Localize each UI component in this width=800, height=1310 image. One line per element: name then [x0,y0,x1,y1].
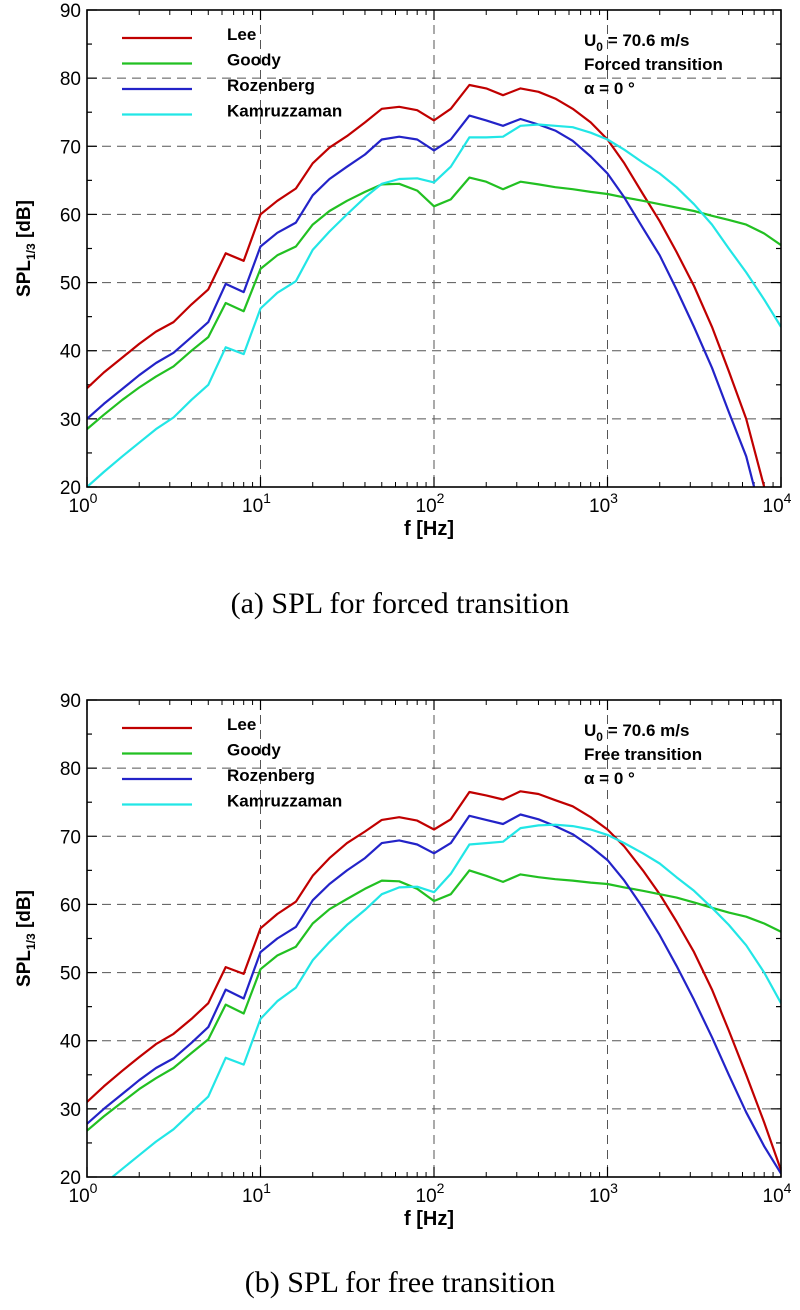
y-tick-label: 20 [60,1168,81,1189]
y-tick-label: 70 [60,827,81,848]
series-line-goody [87,869,781,1132]
y-tick-label: 80 [60,759,81,780]
annotation-angle: α = 0 ° [584,769,635,788]
y-tick-label: 40 [60,342,81,363]
y-tick-label: 70 [60,137,81,158]
legend-label-goody: Goody [227,741,281,760]
legend-label-kamruzzaman: Kamruzzaman [227,102,342,121]
y-tick-label: 60 [60,205,81,226]
series-line-kamruzzaman [111,823,781,1177]
annotation-angle: α = 0 ° [584,79,635,98]
plot-frame [86,699,782,1178]
x-axis-label: f [Hz] [404,518,454,540]
y-axis-label: SPL1/3 [dB] [14,890,38,987]
y-tick-label: 20 [60,478,81,499]
legend-label-goody: Goody [227,51,281,70]
x-tick-label: 101 [242,1180,271,1207]
x-tick-label: 104 [763,1180,792,1207]
x-tick-label: 100 [69,1180,98,1207]
y-tick-label: 50 [60,274,81,295]
x-tick-label: 104 [763,490,792,517]
annotation-velocity: U0 = 70.6 m/s [584,721,689,744]
annotation-transition: Free transition [584,745,702,764]
x-tick-label: 100 [69,490,98,517]
series-line-lee [87,790,781,1171]
legend-label-rozenberg: Rozenberg [227,766,315,785]
x-tick-label: 102 [416,490,445,517]
legend-label-rozenberg: Rozenberg [227,76,315,95]
chart-panel-b: 20 30 40 50 60 70 80 90 100 101 102 103 104 f [Hz] SPL… [14,691,792,1299]
legend: Lee Goody Rozenberg Kamruzzaman [122,25,342,121]
x-tick-label: 103 [589,490,618,517]
figure-caption: (a) SPL for forced transition [231,587,570,620]
y-tick-label: 80 [60,69,81,90]
series-line-rozenberg [87,813,781,1175]
series-line-rozenberg [87,114,756,487]
chart-panel-a: 20 30 40 50 60 70 80 90 100 101 102 103 104 f [Hz] SPL… [14,1,792,620]
legend-label-kamruzzaman: Kamruzzaman [227,792,342,811]
x-tick-label: 103 [589,1180,618,1207]
series-line-goody [87,176,781,430]
y-tick-label: 30 [60,1100,81,1121]
legend-label-lee: Lee [227,715,256,734]
legend-label-lee: Lee [227,25,256,44]
y-tick-label: 30 [60,410,81,431]
y-tick-label: 90 [60,691,81,712]
x-axis-label: f [Hz] [404,1208,454,1230]
series-line-lee [87,83,766,487]
series-line-kamruzzaman [87,123,781,487]
x-tick-label: 101 [242,490,271,517]
y-axis-label: SPL1/3 [dB] [14,200,38,297]
figure-caption: (b) SPL for free transition [245,1266,555,1299]
x-tick-label: 102 [416,1180,445,1207]
legend: Lee Goody Rozenberg Kamruzzaman [122,715,342,811]
plot-frame [86,9,782,488]
annotation-velocity: U0 = 70.6 m/s [584,31,689,54]
y-tick-label: 90 [60,1,81,22]
annotation-transition: Forced transition [584,55,723,74]
y-tick-label: 40 [60,1032,81,1053]
y-tick-label: 50 [60,964,81,985]
y-tick-label: 60 [60,895,81,916]
